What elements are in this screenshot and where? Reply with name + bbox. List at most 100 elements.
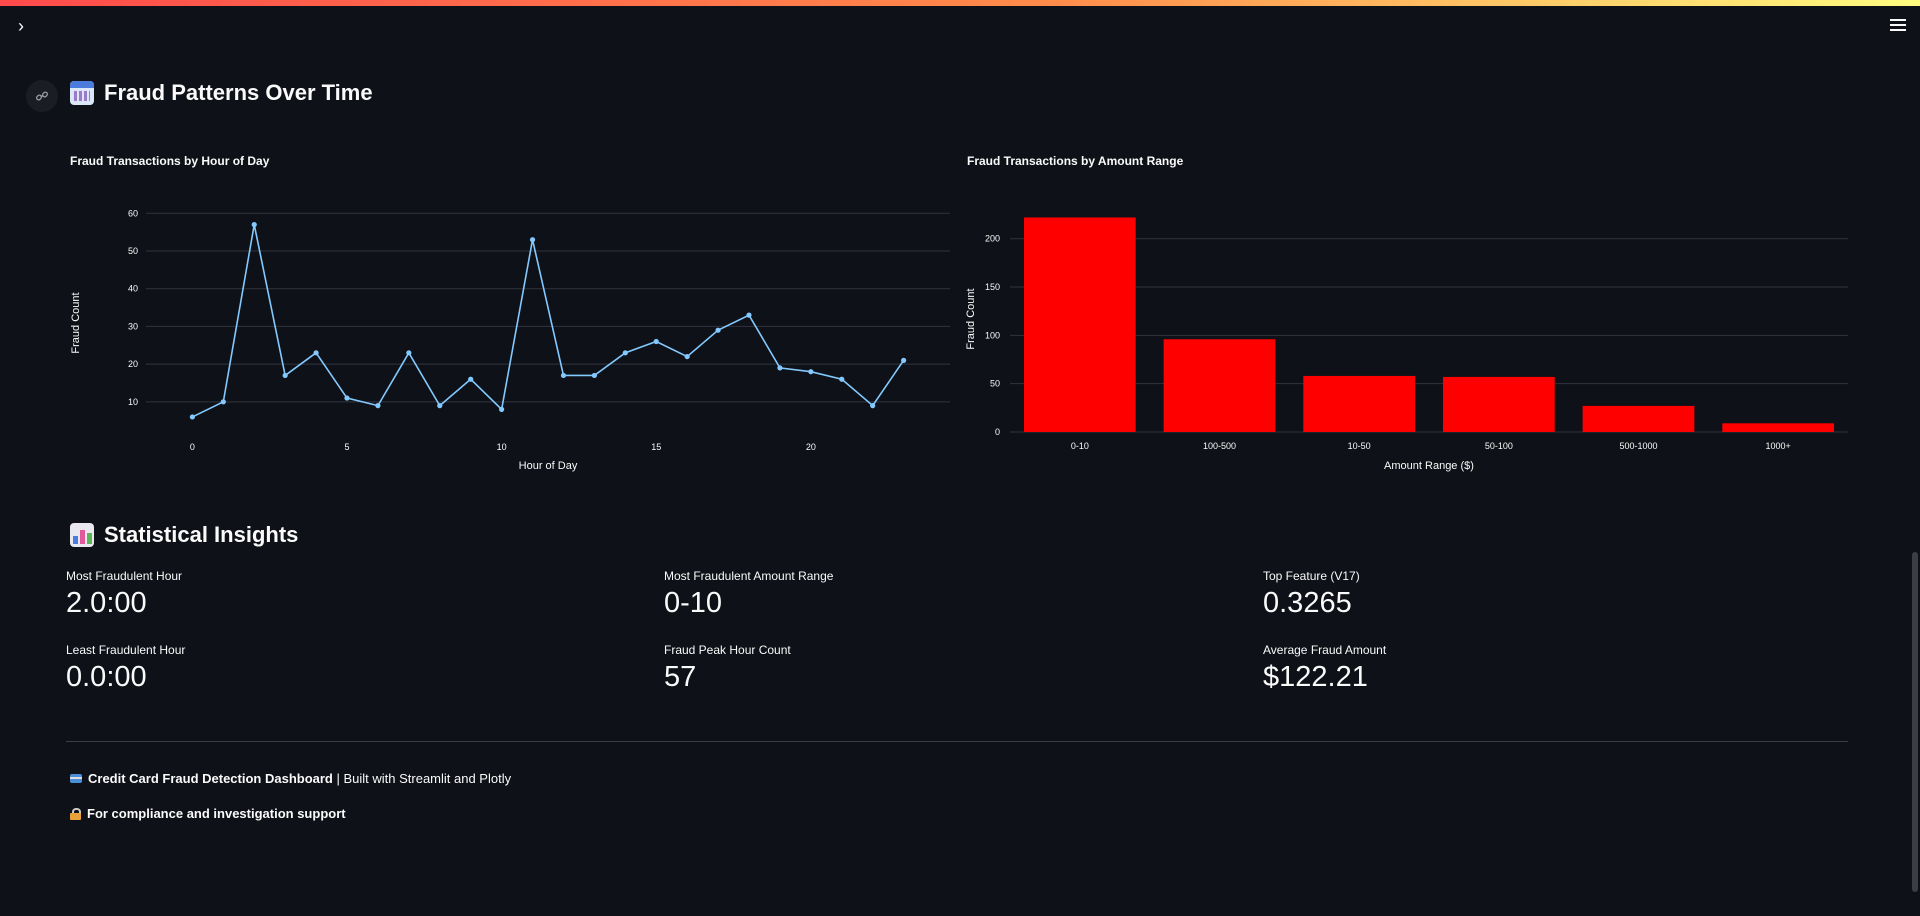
footer-dashboard-name: Credit Card Fraud Detection Dashboard: [88, 771, 333, 786]
data-point: [746, 312, 752, 318]
data-point: [560, 372, 567, 379]
data-point: [529, 237, 536, 243]
amount-chart-panel: Fraud Transactions by Amount Range 0 50 10…: [962, 150, 1852, 480]
y-tick-label: 50: [990, 379, 1000, 389]
y-tick-label: 50: [128, 246, 138, 256]
data-point: [406, 350, 412, 356]
data-point: [344, 395, 350, 401]
hour-line-chart[interactable]: 10 20 30 40 50 60 0 5 10 15 20 Hour of Day Fraud Cou…: [66, 150, 956, 480]
metric-label: Most Fraudulent Amount Range: [664, 569, 834, 583]
line-series: [192, 224, 905, 418]
x-tick-label: 20: [806, 442, 816, 452]
data-point: [220, 399, 226, 405]
y-tick-label: 10: [128, 397, 138, 407]
amount-chart-title: Fraud Transactions by Amount Range: [967, 154, 1184, 168]
footer-built-with: | Built with Streamlit and Plotly: [332, 771, 512, 786]
insights-section-title: Statistical Insights: [104, 522, 299, 547]
patterns-section-title: Fraud Patterns Over Time: [104, 80, 373, 105]
metric-label: Top Feature (V17): [1263, 569, 1360, 583]
calendar-icon: [70, 81, 94, 105]
metric-value: 0.0:00: [66, 661, 147, 693]
data-point: [870, 403, 876, 409]
y-axis-title: Fraud Count: [70, 292, 82, 353]
scrollbar-thumb[interactable]: [1912, 552, 1918, 892]
metric-label: Average Fraud Amount: [1263, 643, 1387, 657]
data-point: [808, 369, 814, 375]
bar: [1442, 376, 1555, 432]
data-point: [313, 350, 319, 356]
link-glyph: [35, 91, 49, 101]
data-point: [715, 327, 721, 333]
x-tick-label: 10: [497, 442, 507, 452]
scrollbar[interactable]: [1910, 0, 1920, 916]
data-point: [189, 414, 195, 420]
y-axis-title: Fraud Count: [965, 288, 977, 349]
footer-dashboard-credit: Credit Card Fraud Detection Dashboard | …: [70, 771, 511, 786]
credit-card-icon: [70, 774, 82, 783]
bar: [1303, 375, 1416, 432]
x-tick-label: 1000+: [1766, 441, 1791, 451]
bar: [1023, 217, 1136, 432]
x-tick-label: 50-100: [1485, 441, 1513, 451]
data-point: [591, 372, 597, 379]
data-point: [282, 372, 288, 379]
metric-value: 57: [664, 661, 697, 693]
x-tick-label: 10-50: [1348, 441, 1371, 451]
x-tick-label: 0-10: [1071, 441, 1089, 451]
footer-compliance-note: For compliance and investigation support: [70, 806, 346, 821]
hour-chart-title: Fraud Transactions by Hour of Day: [70, 154, 270, 168]
hamburger-menu-icon[interactable]: [1888, 16, 1908, 36]
metric-most-fraudulent-amount-range: Most Fraudulent Amount Range 0-10: [664, 569, 833, 620]
chevron-right-icon[interactable]: ›: [18, 16, 24, 36]
x-tick-label: 15: [651, 442, 661, 452]
y-tick-label: 20: [128, 359, 138, 369]
x-axis-title: Amount Range ($): [1384, 460, 1474, 472]
y-tick-label: 200: [985, 234, 1000, 244]
metric-label: Most Fraudulent Hour: [66, 569, 183, 583]
lock-icon: [70, 807, 81, 820]
data-point: [901, 357, 907, 363]
metric-label: Least Fraudulent Hour: [66, 643, 186, 657]
bar: [1722, 423, 1835, 432]
data-point: [437, 403, 443, 409]
bar: [1163, 339, 1276, 432]
metric-value: $122.21: [1263, 661, 1368, 693]
y-tick-label: 40: [128, 284, 138, 294]
data-point: [375, 403, 381, 409]
bar-chart-icon: [70, 523, 94, 547]
insights-section-heading: Statistical Insights: [70, 522, 298, 548]
metric-value: 2.0:00: [66, 587, 147, 619]
metric-fraud-peak-hour-count: Fraud Peak Hour Count 57: [664, 643, 791, 694]
hour-chart-panel: Fraud Transactions by Hour of Day 10 20 30…: [66, 150, 956, 480]
amount-bar-chart[interactable]: 0 50 100 150 200 0-10 100-500 10-50 50-100 500-10…: [962, 150, 1852, 480]
footer-divider: [66, 741, 1848, 742]
metric-value: 0-10: [664, 587, 723, 619]
y-tick-label: 150: [985, 282, 1000, 292]
metric-label: Fraud Peak Hour Count: [664, 643, 791, 657]
x-tick-label: 500-1000: [1619, 441, 1657, 451]
metric-most-fraudulent-hour: Most Fraudulent Hour 2.0:00: [66, 569, 182, 620]
footer-compliance-text: For compliance and investigation support: [87, 806, 346, 821]
data-point: [499, 406, 505, 412]
link-icon[interactable]: [26, 80, 58, 112]
header-decoration: [0, 0, 1920, 6]
data-point: [777, 365, 783, 371]
metric-least-fraudulent-hour: Least Fraudulent Hour 0.0:00: [66, 643, 185, 694]
x-tick-label: 100-500: [1203, 441, 1236, 451]
data-point: [468, 376, 474, 382]
x-tick-label: 0: [190, 442, 195, 452]
metric-value: 0.3265: [1263, 587, 1352, 619]
data-point: [251, 222, 257, 228]
data-point: [684, 353, 690, 360]
y-tick-label: 30: [128, 321, 138, 331]
y-tick-label: 0: [995, 427, 1000, 437]
data-point: [653, 338, 659, 345]
x-tick-label: 5: [344, 442, 349, 452]
metric-average-fraud-amount: Average Fraud Amount $122.21: [1263, 643, 1386, 694]
bar: [1582, 405, 1695, 432]
data-point: [622, 350, 628, 356]
patterns-section-heading: Fraud Patterns Over Time: [70, 80, 373, 106]
y-tick-label: 60: [128, 208, 138, 218]
metric-top-feature: Top Feature (V17) 0.3265: [1263, 569, 1360, 620]
x-axis-title: Hour of Day: [519, 460, 578, 472]
